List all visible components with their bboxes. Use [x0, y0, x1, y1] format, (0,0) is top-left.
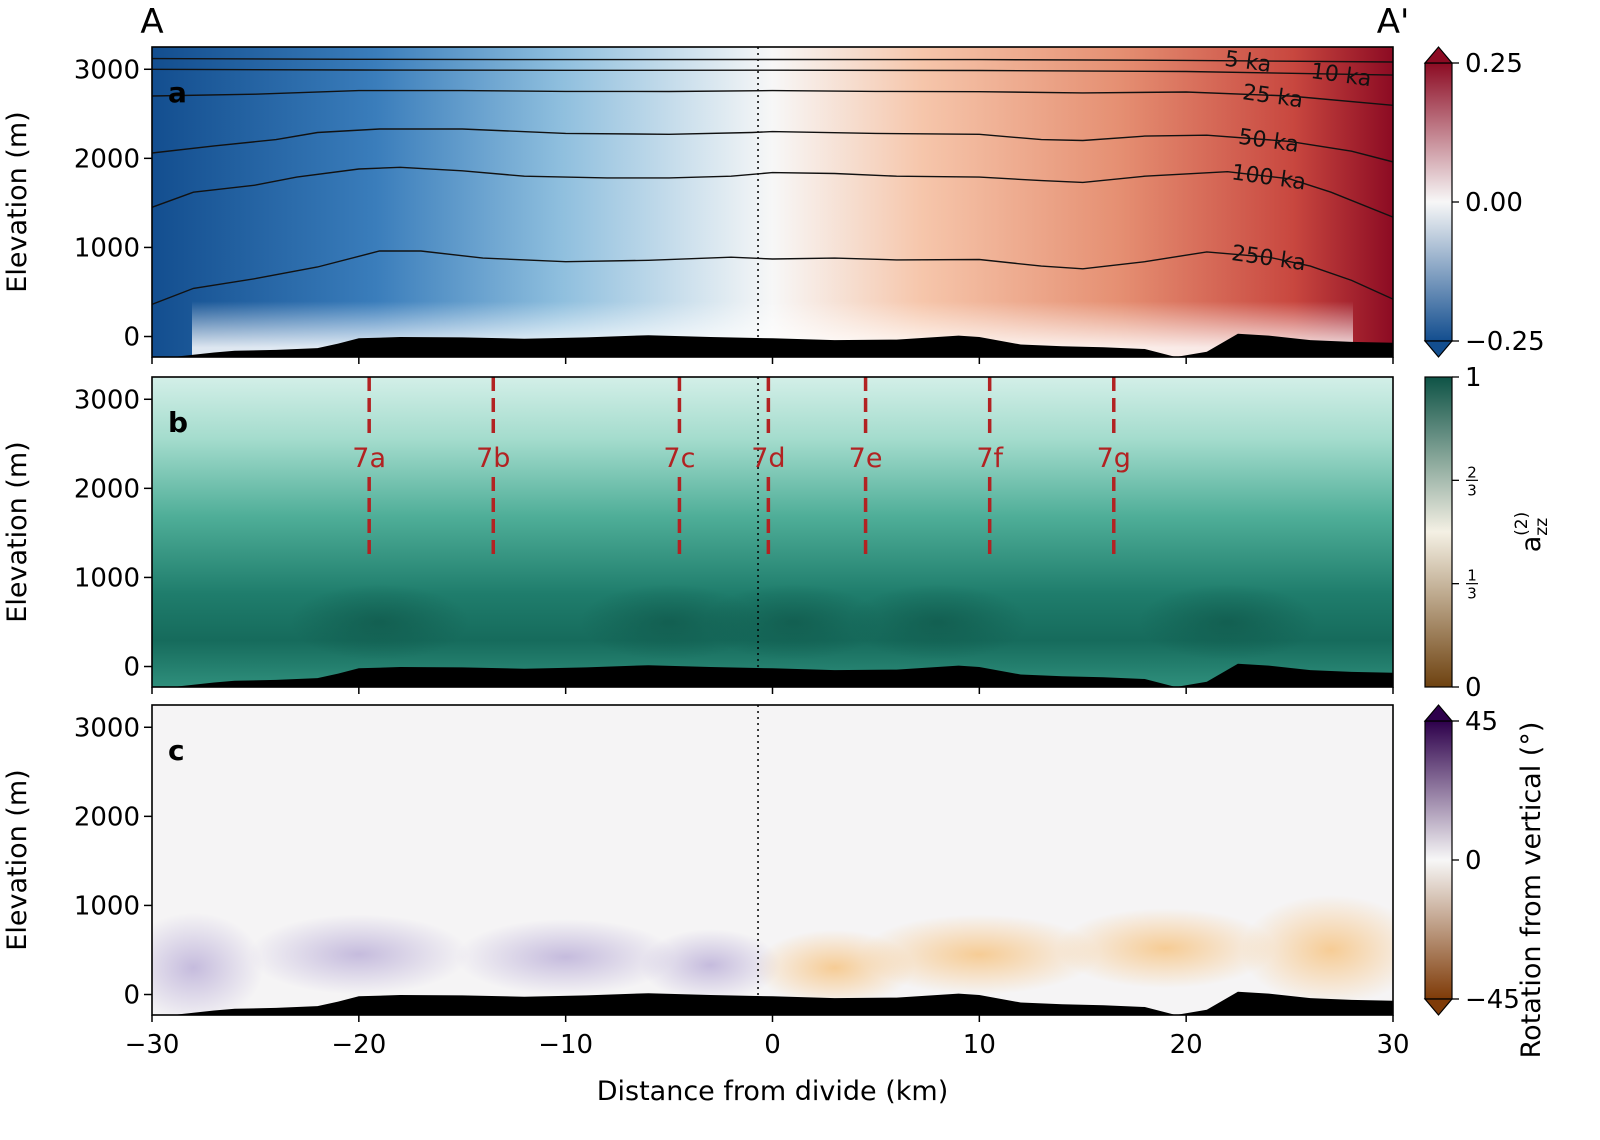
bed: [152, 333, 1393, 357]
colorbar-label: azz(2): [1512, 512, 1552, 553]
panel-c: 0 1000 2000 3000 −30 −20 −10 0 10 20 30 c Elevation …: [2, 704, 1547, 1060]
y-tick-label: 3000: [74, 713, 140, 743]
age-field-base: [192, 47, 1353, 357]
y-tick-label: 1000: [74, 233, 140, 263]
rotation-negative: [1055, 908, 1276, 989]
bed: [152, 991, 1393, 1015]
colorbar-tick-label-den: 3: [1467, 585, 1477, 603]
isochrone: [152, 166, 1393, 218]
colorbar-extend-high: [1423, 46, 1454, 64]
x-tick-label: 30: [1376, 1030, 1409, 1060]
fabric-maximum: [579, 583, 760, 660]
panel-b-field: 7a 7b 7c 7d 7e 7f 7g: [152, 377, 1393, 687]
profile-label-7a: 7a: [352, 443, 386, 474]
colorbar-extend-low: [1423, 998, 1454, 1016]
profile-label-7d: 7d: [751, 443, 785, 474]
rotation-positive: [248, 914, 469, 995]
profile-label-7e: 7e: [849, 443, 883, 474]
colorbar-tick-label-num: 2: [1467, 463, 1477, 481]
panel-label: b: [168, 406, 188, 439]
y-tick-label: 2000: [74, 802, 140, 832]
colorbar-tick-label-den: 3: [1467, 481, 1477, 499]
y-tick-label: 0: [123, 323, 140, 353]
fabric-maximum: [847, 583, 1028, 660]
isochrone: [152, 57, 1393, 63]
colorbar-tick-label: 0.25: [1465, 49, 1523, 79]
rotation-positive: [455, 919, 676, 996]
colorbar-label: Rotation from vertical (°): [1516, 722, 1547, 1059]
colorbar-tick-label-num: 1: [1467, 567, 1477, 585]
isochrone: [152, 68, 1393, 76]
isochrone: [152, 128, 1393, 163]
panel-b: 7a 7b 7c 7d 7e 7f 7g 0 1000 2000 3000 b Elevation (m…: [2, 363, 1552, 703]
section-end-label: A': [1377, 2, 1410, 42]
x-tick-label: 20: [1170, 1030, 1203, 1060]
panel-label: a: [168, 76, 187, 109]
rotation-negative: [1240, 894, 1393, 1005]
isochrone: [152, 89, 1393, 106]
colorbar-fill: [1424, 376, 1453, 688]
colorbar-tick-label: 0: [1465, 846, 1482, 876]
y-axis-label: Elevation (m): [2, 769, 33, 950]
colorbar-tick-label: −45: [1465, 985, 1520, 1015]
profile-label-7f: 7f: [976, 443, 1004, 474]
colorbar-fill: [1424, 62, 1453, 342]
colorbar-tick-label: 0: [1465, 673, 1482, 703]
panel-label: c: [168, 734, 185, 767]
x-tick-label: 0: [764, 1030, 781, 1060]
rotation-negative: [859, 914, 1100, 995]
panel-c-field: [152, 705, 1393, 1015]
profile-label-7g: 7g: [1097, 443, 1131, 474]
x-tick-label: −10: [538, 1030, 593, 1060]
x-axis-label: Distance from divide (km): [597, 1076, 949, 1107]
colorbar-tick-label: 1: [1465, 363, 1482, 393]
y-tick-label: 3000: [74, 55, 140, 85]
colorbar-tick-label: 0.00: [1465, 188, 1523, 218]
profile-label-7b: 7b: [476, 443, 510, 474]
colorbar-extend-high: [1423, 704, 1454, 722]
y-tick-label: 2000: [74, 144, 140, 174]
x-tick-label: −30: [125, 1030, 180, 1060]
x-tick-label: −20: [331, 1030, 386, 1060]
colorbar: 0.25 0.00 −0.25: [1423, 46, 1545, 358]
y-tick-label: 0: [123, 981, 140, 1011]
fabric-maximum: [703, 583, 884, 660]
y-axis-label: Elevation (m): [2, 441, 33, 622]
bed: [152, 663, 1393, 687]
profile-label-7c: 7c: [663, 443, 695, 474]
rotation-positive: [640, 929, 781, 1002]
colorbar-fill: [1424, 720, 1453, 1000]
y-tick-label: 1000: [74, 563, 140, 593]
y-tick-label: 1000: [74, 891, 140, 921]
fabric-maximum: [289, 583, 470, 660]
colorbar-tick-label: 45: [1465, 707, 1498, 737]
y-tick-label: 2000: [74, 474, 140, 504]
isochrone: [152, 250, 1393, 306]
y-tick-label: 0: [123, 653, 140, 683]
section-start-label: A: [140, 2, 163, 42]
x-tick-label: 10: [963, 1030, 996, 1060]
fabric-maximum: [1137, 583, 1318, 660]
colorbar-extend-low: [1423, 340, 1454, 358]
colorbar-tick-label: −0.25: [1465, 327, 1545, 357]
rotation-positive: [152, 912, 264, 1015]
y-tick-label: 3000: [74, 385, 140, 415]
y-axis-label: Elevation (m): [2, 111, 33, 292]
